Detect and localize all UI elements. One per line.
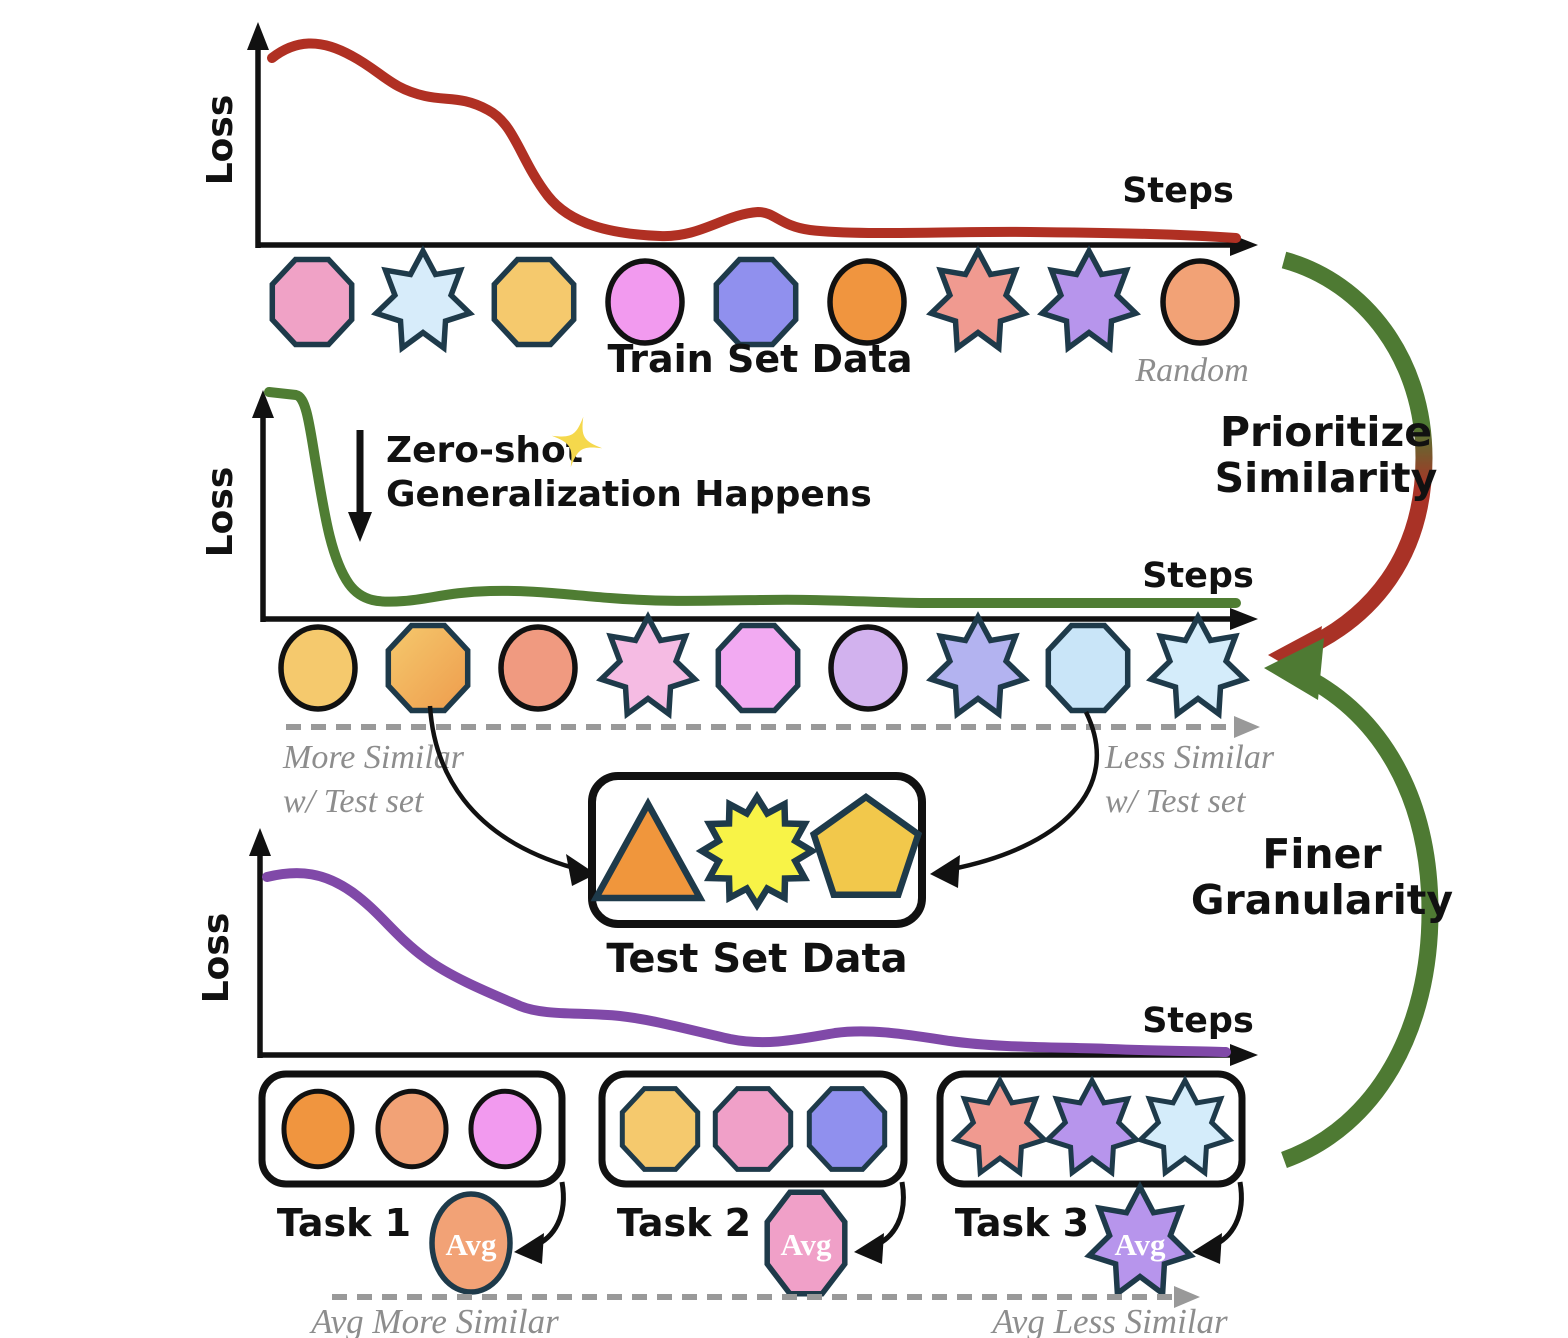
avg-less-similar-label: Avg Less Similar: [990, 1302, 1228, 1338]
finer-label-line2: Granularity: [1191, 876, 1453, 924]
loss-label: Loss: [200, 95, 241, 186]
zero-shot-line2: Generalization Happens: [386, 474, 872, 515]
x-axis-arrowhead: [1230, 1044, 1258, 1066]
generalization-loss-curve: [264, 387, 1241, 608]
task-1-row-magenta-circle: [468, 1088, 542, 1170]
task-1-avg-arrow: [514, 1181, 566, 1264]
loss-label: Loss: [200, 467, 241, 558]
similarity-dashed-arrow: [286, 716, 1260, 738]
train-set-row-light-blue-star: [370, 245, 476, 354]
task-3-label: Task 3: [955, 1201, 1089, 1245]
task-2-row: [619, 1086, 888, 1172]
task-2-avg-text: Avg: [780, 1227, 832, 1262]
test-set-label: Test Set Data: [606, 936, 907, 982]
steps-label: Steps: [1142, 1001, 1254, 1041]
similarity-row-violet-octagon: [715, 622, 801, 714]
train-set-row-gold-octagon: [491, 256, 577, 348]
task-3-row-pale-blue-star: [1135, 1075, 1235, 1178]
task-1-avg-text: Avg: [445, 1227, 497, 1262]
similarity-row-pale-blue-star: [1145, 611, 1251, 720]
task-2-row-periwinkle-octagon: [806, 1086, 888, 1172]
task-1-row-orange-circle: [281, 1088, 355, 1170]
less-similar-label-line1: Less Similar: [1104, 739, 1275, 776]
task-1-row: [281, 1088, 542, 1170]
steps-label: Steps: [1122, 171, 1234, 211]
avg-avg-purple-star: [1084, 1181, 1196, 1299]
similar-connector-left: [427, 705, 596, 886]
task-2-avg-arrow: [854, 1181, 906, 1264]
similarity-row-lavender-circle: [828, 624, 908, 712]
task-2-row-gold-octagon: [619, 1086, 701, 1172]
task-1-label: Task 1: [277, 1201, 411, 1245]
more-similar-label-line2: w/ Test set: [283, 783, 425, 820]
zero-shot-line1: Zero-shot: [386, 430, 583, 471]
similarity-row-orange-gradient-octagon: [385, 622, 471, 714]
y-axis-arrowhead: [249, 828, 271, 856]
train-loss-curve: [267, 38, 1241, 243]
tasks-loss-curve: [262, 868, 1231, 1057]
loss-label: Loss: [196, 913, 237, 1004]
test-set-row: [590, 790, 923, 912]
avg-shapes: [429, 1181, 1196, 1299]
y-axis-arrowhead: [247, 22, 269, 50]
avg-similarity-dashed-arrow: [332, 1286, 1200, 1308]
similarity-row-pink-star: [595, 611, 701, 720]
similarity-row-salmon-circle: [498, 624, 578, 712]
train-set-label: Train Set Data: [608, 337, 913, 381]
zero-shot-arrowhead: [348, 512, 372, 542]
tasks-loss-chart: Loss Steps: [196, 828, 1258, 1066]
test-set-row-orange-triangle: [590, 797, 706, 902]
similarity-row-periwinkle-star: [925, 611, 1031, 720]
finer-label-line1: Finer: [1262, 830, 1382, 878]
test-set-row-yellow-starburst: [695, 790, 819, 912]
test-set-row-gold-pentagon: [809, 793, 923, 898]
task-2-label: Task 2: [617, 1201, 751, 1245]
task-3-row-purple-star: [1042, 1075, 1142, 1178]
avg-more-similar-label: Avg More Similar: [309, 1302, 559, 1338]
train-set-row: [269, 245, 1240, 354]
y-axis-arrowhead: [252, 390, 274, 418]
train-set-row-pink-octagon: [269, 256, 355, 348]
generalization-loss-chart: Loss Steps Zero-shot Generalization Happ…: [200, 387, 1258, 630]
train-loss-chart: Loss Steps: [200, 22, 1258, 256]
similarity-row-light-blue-octagon: [1045, 622, 1131, 714]
prioritize-label-line1: Prioritize: [1220, 408, 1432, 456]
similarity-row: [278, 611, 1251, 720]
task-3-avg-text: Avg: [1114, 1227, 1166, 1262]
train-set-row-salmon-star: [925, 245, 1031, 354]
train-set-row-periwinkle-octagon: [713, 256, 799, 348]
avg-avg-pink-octagon: [764, 1189, 848, 1297]
task-3-row: [950, 1075, 1235, 1178]
random-label: Random: [1134, 352, 1248, 389]
sparkle-icon: [551, 416, 603, 468]
x-axis-arrowhead: [1230, 608, 1258, 630]
train-set-row-magenta-circle: [605, 258, 685, 346]
task-2-row-pink-octagon: [712, 1086, 794, 1172]
task-3-avg-arrow: [1192, 1181, 1244, 1264]
train-set-row-light-orange-circle: [1160, 258, 1240, 346]
task-3-row-salmon-star: [950, 1075, 1050, 1178]
avg-avg-orange-circle: [429, 1191, 513, 1295]
train-set-row-orange-circle: [827, 258, 907, 346]
task-1-row-light-orange-circle: [375, 1088, 449, 1170]
less-similar-label-line2: w/ Test set: [1105, 783, 1247, 820]
similarity-row-gold-circle: [278, 624, 358, 712]
similar-connector-right: [930, 711, 1100, 888]
steps-label: Steps: [1142, 556, 1254, 596]
prioritize-label-line2: Similarity: [1215, 454, 1438, 502]
train-set-row-purple-star: [1036, 245, 1142, 354]
finer-granularity-arrow: [1264, 638, 1439, 1168]
